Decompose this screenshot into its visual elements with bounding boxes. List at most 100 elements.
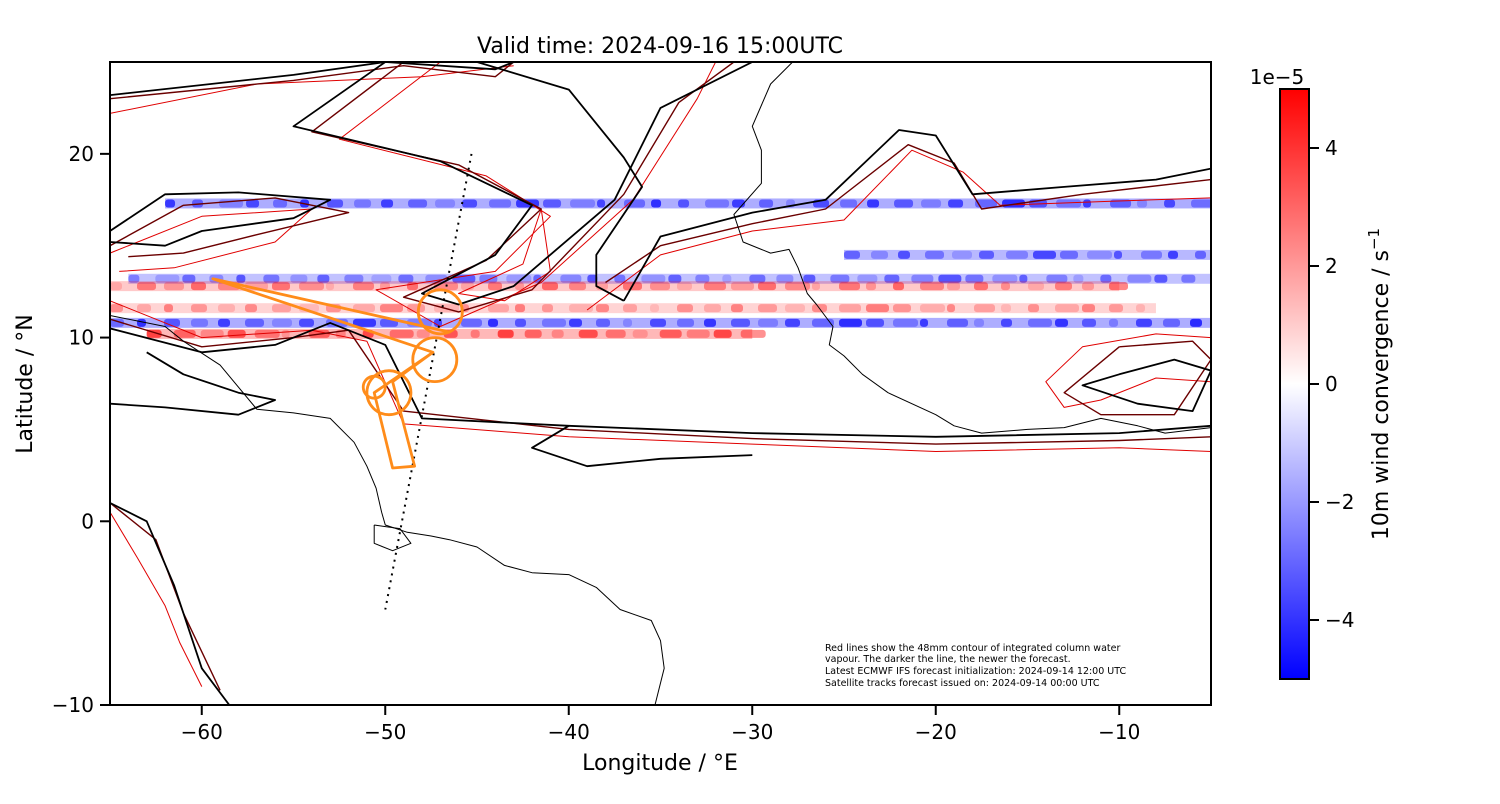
convergence-blob xyxy=(758,318,778,327)
iwv-contour-mid xyxy=(605,143,1211,284)
note-line-4: Satellite tracks forecast issued on: 202… xyxy=(825,678,1100,689)
flight-circle-0 xyxy=(416,288,464,336)
y-tick-label: −10 xyxy=(52,693,94,717)
convergence-blob xyxy=(938,274,962,283)
convergence-blob xyxy=(947,318,968,327)
convergence-blob xyxy=(866,318,884,327)
convergence-blob xyxy=(623,304,637,313)
y-tick-label: 10 xyxy=(69,326,94,350)
convergence-blob xyxy=(1083,199,1092,208)
convergence-blob xyxy=(1082,318,1096,327)
convergence-blob xyxy=(317,274,330,283)
convergence-blob xyxy=(381,199,394,208)
convergence-blob xyxy=(596,318,610,327)
convergence-blob xyxy=(920,318,928,327)
convergence-blob xyxy=(1056,199,1082,208)
convergence-blob xyxy=(543,199,562,208)
convergence-blob xyxy=(596,304,609,313)
iwv-contour-old xyxy=(110,65,514,114)
iwv-contour-old xyxy=(586,149,1211,311)
convergence-blob xyxy=(200,329,224,338)
convergence-blob xyxy=(844,250,860,259)
convergence-blob xyxy=(408,199,428,208)
forecast-notes: Red lines show the 48mm contour of integ… xyxy=(825,643,1126,689)
convergence-blob xyxy=(263,274,280,283)
convergence-blob xyxy=(578,329,598,338)
convergence-blob xyxy=(1164,199,1176,208)
convergence-blob xyxy=(299,318,314,327)
convergence-blob xyxy=(1073,274,1084,283)
convergence-blob xyxy=(273,199,288,208)
convergence-blob xyxy=(299,282,324,291)
plot-frame xyxy=(109,61,1212,706)
colorbar-ticks: 4 2 0 −2 −4 xyxy=(1309,136,1354,632)
convergence-blob xyxy=(893,318,918,327)
convergence-blob xyxy=(191,304,207,313)
colorbar-tick-label: 2 xyxy=(1325,254,1338,278)
convergence-blob xyxy=(866,304,889,313)
convergence-blob xyxy=(911,274,934,283)
convergence-blob xyxy=(1033,250,1056,259)
convergence-blob xyxy=(830,274,850,283)
iwv-contour-old xyxy=(110,511,203,687)
convergence-blob xyxy=(155,274,180,283)
convergence-blob xyxy=(979,250,994,259)
convergence-blob xyxy=(236,274,246,283)
convergence-blob xyxy=(218,318,230,327)
convergence-blob xyxy=(245,304,257,313)
convergence-blob xyxy=(947,282,960,291)
colorbar-tick-label: −2 xyxy=(1325,490,1354,514)
x-tick-label: −40 xyxy=(548,720,590,744)
convergence-blob xyxy=(137,282,156,291)
x-tick-label: −20 xyxy=(915,720,957,744)
convergence-blob xyxy=(191,318,208,327)
figure-title: Valid time: 2024-09-16 15:00UTC xyxy=(477,34,843,59)
convergence-blob xyxy=(354,199,372,208)
convergence-blob xyxy=(1055,318,1068,327)
colorbar-tick-label: 0 xyxy=(1325,372,1338,396)
convergence-blob xyxy=(1055,282,1072,291)
convergence-blob xyxy=(1154,274,1168,283)
iwv-contour-latest xyxy=(110,321,1211,438)
convergence-blob xyxy=(947,304,955,313)
convergence-blob xyxy=(659,329,682,338)
y-tick-label: 20 xyxy=(69,142,94,166)
iwv-contour-latest xyxy=(110,191,332,247)
convergence-blob xyxy=(920,304,945,313)
iwv-contour-latest xyxy=(623,129,1211,302)
convergence-blob xyxy=(1109,282,1128,291)
convergence-blob xyxy=(327,199,344,208)
track-layer xyxy=(211,153,473,610)
convergence-band-6 xyxy=(844,249,1211,260)
convergence-blob xyxy=(569,282,586,291)
convergence-blob xyxy=(776,274,794,283)
convergence-blob xyxy=(462,199,478,208)
convergence-blob xyxy=(857,274,878,283)
x-tick-label: −60 xyxy=(181,720,223,744)
x-tick-label: −10 xyxy=(1098,720,1140,744)
convergence-blob xyxy=(866,282,876,291)
convergence-blob xyxy=(479,274,498,283)
convergence-blob xyxy=(975,199,998,208)
convergence-blob xyxy=(173,329,196,338)
convergence-blob xyxy=(488,304,509,313)
convergence-blob xyxy=(1055,304,1079,313)
convergence-blob xyxy=(893,282,904,291)
convergence-blob xyxy=(1141,250,1162,259)
convergence-blob xyxy=(965,274,984,283)
convergence-blob xyxy=(272,304,291,313)
convergence-blob xyxy=(1181,274,1196,283)
convergence-blob xyxy=(524,329,542,338)
convergence-blob xyxy=(677,318,694,327)
convergence-blob xyxy=(1019,274,1028,283)
x-tick-label: −50 xyxy=(364,720,406,744)
convergence-blob xyxy=(1001,304,1011,313)
convergence-blob xyxy=(704,304,721,313)
convergence-blob xyxy=(551,329,564,338)
y-tick-label: 0 xyxy=(81,509,94,533)
convergence-blob xyxy=(641,274,666,283)
convergence-blob xyxy=(1006,250,1028,259)
convergence-field xyxy=(110,198,1211,339)
